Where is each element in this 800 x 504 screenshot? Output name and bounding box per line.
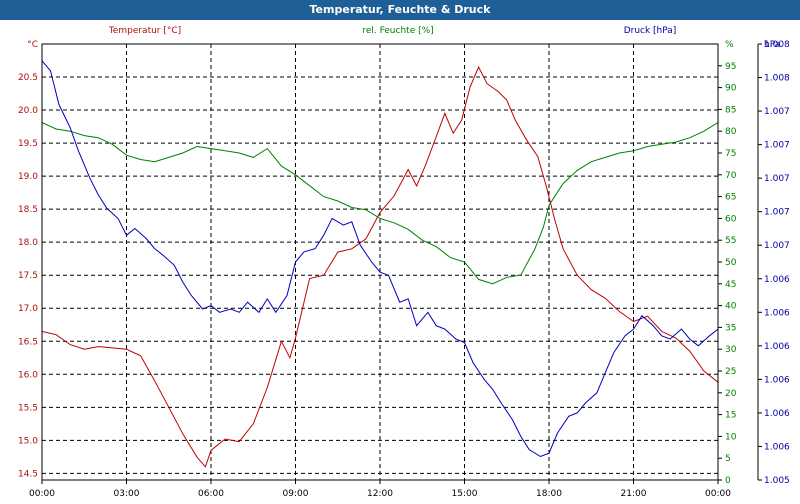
pressure-tick-label: 1.006	[764, 275, 790, 285]
temperature-tick-label: 18.0	[18, 238, 38, 248]
x-tick-label-time: 03:00	[114, 489, 140, 499]
pressure-tick-label: 1.006	[764, 375, 790, 385]
pressure-tick-label: 1.006	[764, 308, 790, 318]
temperature-unit-label: °C	[27, 40, 38, 50]
humidity-tick-label: 40	[725, 302, 737, 312]
pressure-tick-label: 1.007	[764, 241, 790, 251]
temperature-tick-label: 18.5	[18, 205, 38, 215]
humidity-unit-label: %	[725, 40, 734, 50]
humidity-tick-label: 35	[725, 323, 736, 333]
temperature-tick-label: 16.5	[18, 337, 38, 347]
series-line-pressure	[41, 60, 719, 458]
x-tick-label-time: 21:00	[621, 489, 647, 499]
x-tick-label-time: 12:00	[367, 489, 393, 499]
humidity-tick-label: 65	[725, 193, 736, 203]
pressure-tick-label: 1.008	[764, 40, 790, 50]
humidity-tick-label: 75	[725, 149, 736, 159]
humidity-tick-label: 45	[725, 280, 736, 290]
humidity-tick-label: 90	[725, 84, 737, 94]
pressure-tick-label: 1.007	[764, 107, 790, 117]
humidity-tick-label: 0	[725, 476, 731, 486]
temperature-tick-label: 17.5	[18, 271, 38, 281]
humidity-tick-label: 85	[725, 105, 736, 115]
temperature-tick-label: 15.0	[18, 436, 38, 446]
x-tick-label-time: 00:00	[29, 489, 55, 499]
temperature-tick-label: 20.0	[18, 106, 38, 116]
humidity-tick-label: 25	[725, 367, 736, 377]
series-name-label: Druck [hPa]	[624, 26, 677, 36]
pressure-tick-label: 1.008	[764, 74, 790, 84]
temperature-tick-label: 19.0	[18, 172, 38, 182]
humidity-tick-label: 95	[725, 62, 736, 72]
humidity-tick-label: 55	[725, 236, 736, 246]
x-tick-label-time: 15:00	[452, 489, 478, 499]
temperature-tick-label: 14.5	[18, 469, 38, 479]
pressure-tick-label: 1.007	[764, 141, 790, 151]
humidity-tick-label: 70	[725, 171, 737, 181]
pressure-tick-label: 1.005	[764, 476, 790, 486]
humidity-tick-label: 5	[725, 454, 731, 464]
humidity-tick-label: 15	[725, 411, 736, 421]
humidity-tick-label: 30	[725, 345, 737, 355]
x-tick-label-time: 00:00	[705, 489, 731, 499]
pressure-tick-label: 1.007	[764, 174, 790, 184]
temperature-tick-label: 15.5	[18, 403, 38, 413]
series-name-label: rel. Feuchte [%]	[362, 26, 433, 36]
grid-lines	[42, 44, 718, 480]
x-tick-label-time: 06:00	[198, 489, 224, 499]
humidity-tick-label: 60	[725, 214, 737, 224]
pressure-tick-label: 1.006	[764, 342, 790, 352]
pressure-tick-label: 1.006	[764, 442, 790, 452]
series-name-label: Temperatur [°C]	[108, 26, 181, 36]
chart-title: Temperatur, Feuchte & Druck	[0, 0, 800, 20]
x-tick-label-time: 09:00	[283, 489, 309, 499]
pressure-tick-label: 1.007	[764, 208, 790, 218]
series-line-temperature	[41, 65, 719, 468]
temperature-tick-label: 17.0	[18, 304, 38, 314]
chart-panel: 00:0024.08.2003:0024.08.2006:0024.08.200…	[0, 20, 800, 500]
temperature-tick-label: 20.5	[18, 73, 38, 83]
humidity-tick-label: 80	[725, 127, 737, 137]
humidity-tick-label: 20	[725, 389, 737, 399]
temperature-tick-label: 16.0	[18, 370, 38, 380]
series-lines	[41, 60, 719, 468]
pressure-unit-label: hPa	[764, 40, 780, 50]
pressure-tick-label: 1.006	[764, 409, 790, 419]
humidity-tick-label: 10	[725, 432, 737, 442]
x-tick-label-time: 18:00	[536, 489, 562, 499]
humidity-tick-label: 50	[725, 258, 737, 268]
temperature-tick-label: 19.5	[18, 139, 38, 149]
chart-svg: 00:0024.08.2003:0024.08.2006:0024.08.200…	[18, 26, 790, 499]
series-line-humidity	[41, 122, 719, 285]
axes: 00:0024.08.2003:0024.08.2006:0024.08.200…	[18, 26, 790, 499]
